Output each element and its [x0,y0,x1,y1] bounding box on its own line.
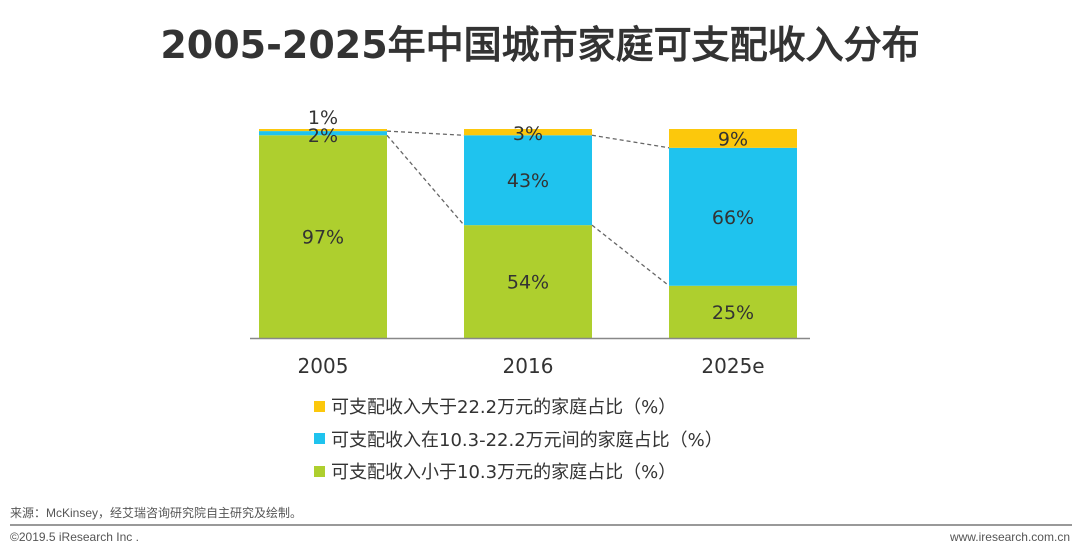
bar-segment-2025e-0 [669,285,797,338]
bar-segment-2025e-1 [669,147,797,286]
bar-segment-2016-0 [464,225,592,338]
connector-line [386,134,465,226]
x-tick-label: 2016 [503,354,554,378]
footer-divider [10,524,1072,526]
legend-item-low: 可支配收入小于10.3万元的家庭占比（%） [314,455,723,488]
legend-item-high: 可支配收入大于22.2万元的家庭占比（%） [314,390,723,423]
legend-swatch-high [314,400,325,412]
data-label: 43% [507,170,549,192]
data-label: 3% [513,123,543,145]
legend-item-mid: 可支配收入在10.3-22.2万元间的家庭占比（%） [314,423,723,456]
x-tick-label: 2025e [701,354,764,378]
data-label: 54% [507,272,549,294]
bar-segment-2005-0 [259,135,387,338]
bar-segment-2005-1 [259,131,387,136]
data-label: 9% [718,128,748,150]
data-label: 97% [302,227,344,249]
website-link[interactable]: www.iresearch.com.cn [949,530,1070,544]
legend-label-low: 可支配收入小于10.3万元的家庭占比（%） [331,462,677,484]
connector-line [386,130,465,136]
legend-label-high: 可支配收入大于22.2万元的家庭占比（%） [331,397,677,419]
data-label: 66% [712,207,754,229]
source-note: 来源：McKinsey，经艾瑞咨询研究院自主研究及绘制。 [10,506,303,520]
chart-title: 2005-2025年中国城市家庭可支配收入分布 [160,23,920,67]
bar-segment-2025e-2 [669,129,797,148]
legend-swatch-mid [314,433,325,445]
connector-line [591,134,670,149]
x-tick-label: 2005 [298,354,349,378]
bar-segment-2016-2 [464,129,592,136]
legend-swatch-low [314,465,325,477]
data-label: 1% [308,107,338,129]
legend: 可支配收入大于22.2万元的家庭占比（%） 可支配收入在10.3-22.2万元间… [314,390,723,488]
data-label: 25% [712,302,754,324]
bar-segment-2005-2 [259,129,387,132]
connector-line [591,224,670,287]
legend-label-mid: 可支配收入在10.3-22.2万元间的家庭占比（%） [331,429,723,451]
copyright: ©2019.5 iResearch Inc . [10,530,139,544]
data-label: 2% [308,125,338,147]
bar-segment-2016-1 [464,135,592,226]
